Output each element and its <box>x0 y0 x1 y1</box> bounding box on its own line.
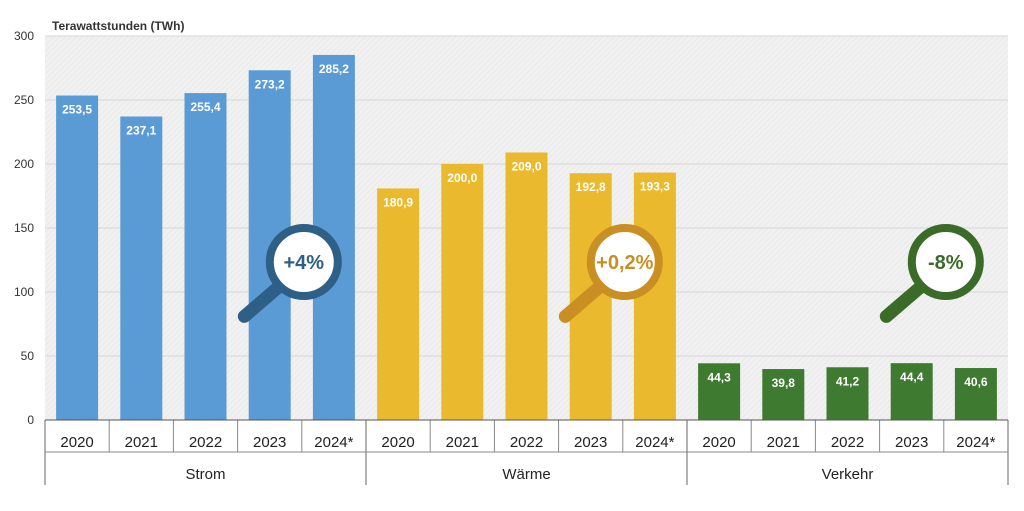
bar <box>441 164 484 420</box>
bar <box>505 152 548 421</box>
magnifier-icon: +0,2% <box>558 224 663 323</box>
x-tick-label: 2024* <box>956 434 995 451</box>
magnifier-ring <box>586 224 663 300</box>
data-label: 44,3 <box>707 370 731 384</box>
x-tick-label: 2021 <box>446 434 479 451</box>
data-label: 273,2 <box>255 77 285 91</box>
magnifier-ring <box>907 224 984 300</box>
bar <box>377 188 420 420</box>
x-tick-label: 2024* <box>314 434 353 451</box>
magnifier-ring <box>265 224 342 300</box>
magnifier-icon: -8% <box>879 224 984 323</box>
magnifier-handle <box>879 278 930 323</box>
change-badge-label: -8% <box>928 252 964 274</box>
x-tick-label: 2020 <box>60 434 93 451</box>
data-label: 200,0 <box>447 171 477 185</box>
y-tick-label: 250 <box>14 93 34 107</box>
data-label: 41,2 <box>836 374 860 388</box>
data-label: 285,2 <box>319 62 349 76</box>
bar <box>184 93 227 420</box>
data-label: 255,4 <box>190 100 220 114</box>
bar <box>698 363 741 420</box>
magnifier-icon: +4% <box>237 224 342 323</box>
x-tick-label: 2023 <box>895 434 928 451</box>
x-tick-label: 2023 <box>253 434 286 451</box>
y-tick-label: 0 <box>27 413 34 427</box>
group-label: Wärme <box>502 466 550 483</box>
y-tick-label: 50 <box>21 349 35 363</box>
y-axis-label: Terawattstunden (TWh) <box>52 19 184 33</box>
data-label: 40,6 <box>964 375 988 389</box>
bar <box>120 116 163 421</box>
magnifier-handle <box>558 278 609 323</box>
y-tick-label: 200 <box>14 157 34 171</box>
data-label: 44,4 <box>900 370 924 384</box>
data-label: 180,9 <box>383 195 413 209</box>
y-tick-label: 100 <box>14 285 34 299</box>
x-tick-label: 2022 <box>831 434 864 451</box>
x-tick-label: 2020 <box>702 434 735 451</box>
data-label: 237,1 <box>126 124 156 138</box>
data-label: 193,3 <box>640 180 670 194</box>
bar <box>954 368 997 420</box>
x-tick-label: 2021 <box>125 434 158 451</box>
change-badge-label: +0,2% <box>596 252 653 274</box>
data-label: 209,0 <box>511 159 541 173</box>
bar <box>890 363 933 420</box>
x-tick-label: 2023 <box>574 434 607 451</box>
x-tick-label: 2021 <box>767 434 800 451</box>
x-tick-label: 2020 <box>381 434 414 451</box>
y-tick-label: 300 <box>14 29 34 43</box>
bar <box>56 95 99 421</box>
magnifier-handle <box>237 278 288 323</box>
y-tick-label: 150 <box>14 221 34 235</box>
data-label: 39,8 <box>772 376 796 390</box>
x-tick-label: 2024* <box>635 434 674 451</box>
x-tick-label: 2022 <box>189 434 222 451</box>
x-tick-label: 2022 <box>510 434 543 451</box>
data-label: 253,5 <box>62 103 92 117</box>
bar <box>826 367 869 420</box>
data-label: 192,8 <box>576 180 606 194</box>
change-badge-label: +4% <box>284 252 325 274</box>
bar <box>762 369 805 420</box>
group-label: Verkehr <box>822 466 874 483</box>
group-label: Strom <box>185 466 225 483</box>
